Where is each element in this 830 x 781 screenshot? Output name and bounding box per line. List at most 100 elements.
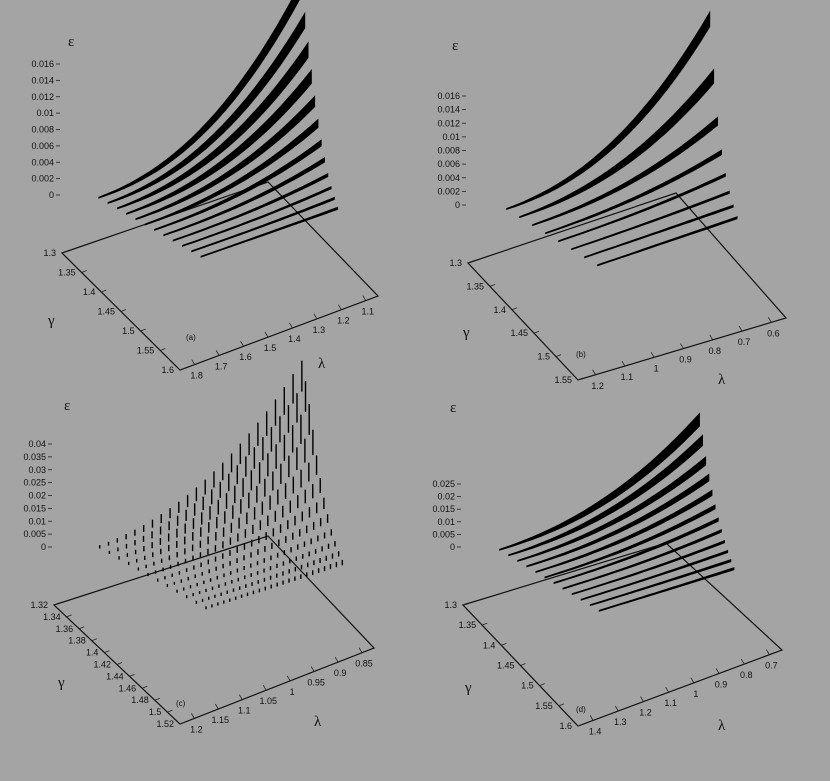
x-tick-label: 1.2 — [639, 708, 652, 718]
y-tick-mark — [511, 307, 518, 311]
y-tick-label: 1.3 — [449, 258, 462, 268]
panel-label: (c) — [176, 699, 186, 708]
y-axis-label: γ — [47, 313, 55, 329]
y-tick-label: 1.35 — [58, 268, 76, 278]
z-tick-label: 0.01 — [28, 516, 46, 526]
x-tick-mark — [650, 352, 655, 358]
x-tick-label: 1 — [693, 689, 698, 699]
gamma-curve — [98, 0, 300, 199]
z-tick-label: 0.004 — [437, 173, 460, 183]
x-tick-label: 1.3 — [313, 325, 326, 335]
gamma-curve — [163, 157, 325, 237]
y-tick-label: 1.46 — [119, 683, 137, 693]
z-tick-label: 0.015 — [23, 503, 46, 513]
x-tick-label: 0.9 — [715, 679, 728, 689]
x-tick-mark — [589, 715, 594, 721]
z-tick-label: 0.014 — [31, 75, 54, 85]
gamma-curve — [499, 412, 700, 551]
x-tick-mark — [358, 647, 363, 653]
x-tick-mark — [240, 341, 244, 347]
z-tick-label: 0.005 — [23, 529, 46, 539]
z-tick-label: 0.01 — [36, 108, 54, 118]
gamma-curve — [571, 539, 725, 596]
y-tick-label: 1.32 — [30, 600, 48, 610]
z-tick-label: 0.012 — [31, 92, 54, 102]
y-tick-label: 1.55 — [137, 346, 155, 356]
x-tick-label: 1.6 — [239, 352, 252, 362]
z-tick-label: 0.02 — [437, 492, 455, 502]
z-axis-label: ε — [452, 38, 458, 54]
x-tick-mark — [310, 666, 315, 672]
y-tick-mark — [160, 348, 166, 351]
z-tick-label: 0.002 — [31, 174, 54, 184]
y-tick-label: 1.4 — [493, 305, 506, 315]
gamma-curve — [154, 139, 322, 231]
y-tick-mark — [501, 642, 507, 646]
x-tick-mark — [640, 696, 644, 702]
y-tick-mark — [558, 703, 564, 707]
z-tick-label: 0.014 — [437, 105, 460, 115]
panel-a: 0.016 0.014 0.012 0.01 0.008 0.006 0.004 0.002 0… — [31, 0, 380, 381]
y-tick-label: 1.55 — [535, 701, 553, 711]
z-tick-label: 0.008 — [437, 146, 460, 156]
x-tick-label: 1 — [290, 687, 295, 697]
z-tick-label: 0.004 — [31, 157, 54, 167]
x-tick-mark — [738, 325, 743, 332]
x-tick-mark — [709, 334, 714, 341]
y-tick-label: 1.55 — [554, 375, 572, 385]
y-tick-mark — [79, 626, 85, 630]
z-axis-label: ε — [450, 400, 456, 416]
y-tick-label: 1.48 — [131, 695, 149, 705]
gamma-curve — [589, 558, 732, 607]
gamma-curve — [191, 196, 335, 253]
x-axis-label: λ — [318, 356, 326, 372]
gamma-curve — [176, 529, 332, 593]
x-tick-label: 1.5 — [264, 343, 277, 353]
x-tick-label: 1.8 — [190, 371, 203, 381]
y-tick-label: 1.44 — [106, 671, 124, 681]
z-tick-label: 0.035 — [23, 452, 46, 462]
x-tick-label: 0.9 — [679, 355, 692, 365]
y-axis-label: γ — [462, 325, 470, 341]
x-tick-label: 0.85 — [355, 659, 373, 669]
x-tick-mark — [337, 304, 342, 310]
y-tick-label: 1.5 — [122, 326, 135, 336]
y-tick-mark — [462, 602, 469, 606]
y-tick-mark — [520, 663, 526, 666]
gamma-curve — [205, 559, 344, 610]
x-tick-label: 1.4 — [288, 334, 301, 344]
y-tick-label: 1.35 — [466, 281, 484, 291]
gamma-curve — [144, 118, 319, 226]
x-tick-mark — [289, 322, 293, 329]
x-tick-label: 1.1 — [238, 706, 251, 716]
y-tick-mark — [179, 721, 186, 725]
z-tick-label: 0.016 — [31, 59, 54, 69]
gamma-curve — [195, 551, 340, 604]
gamma-curve — [506, 10, 711, 211]
gamma-curve — [553, 517, 719, 585]
y-tick-label: 1.3 — [444, 600, 457, 610]
x-axis-label: λ — [718, 372, 726, 388]
y-tick-label: 1.34 — [43, 612, 61, 622]
y-tick-mark — [140, 328, 146, 332]
panel-label: (a) — [186, 333, 196, 342]
x-tick-label: 1.15 — [212, 715, 230, 725]
z-tick-label: 0.008 — [31, 125, 54, 135]
gamma-curve — [116, 41, 309, 210]
z-tick-label: 0.006 — [437, 159, 460, 169]
y-tick-mark — [66, 614, 72, 618]
gamma-curve — [517, 456, 707, 562]
gamma-curve — [580, 549, 729, 601]
y-tick-mark — [101, 289, 107, 293]
z-tick-label: 0.02 — [28, 491, 46, 501]
y-tick-label: 1.36 — [56, 624, 74, 634]
gamma-curve — [526, 473, 710, 568]
gamma-curve — [508, 434, 703, 557]
x-tick-label: 1.3 — [614, 717, 627, 727]
z-tick-label: 0.012 — [437, 118, 460, 128]
x-tick-mark — [690, 677, 695, 684]
x-tick-label: 0.95 — [307, 677, 325, 687]
z-tick-label: 0.016 — [437, 91, 460, 101]
z-tick-label: 0 — [455, 200, 460, 210]
